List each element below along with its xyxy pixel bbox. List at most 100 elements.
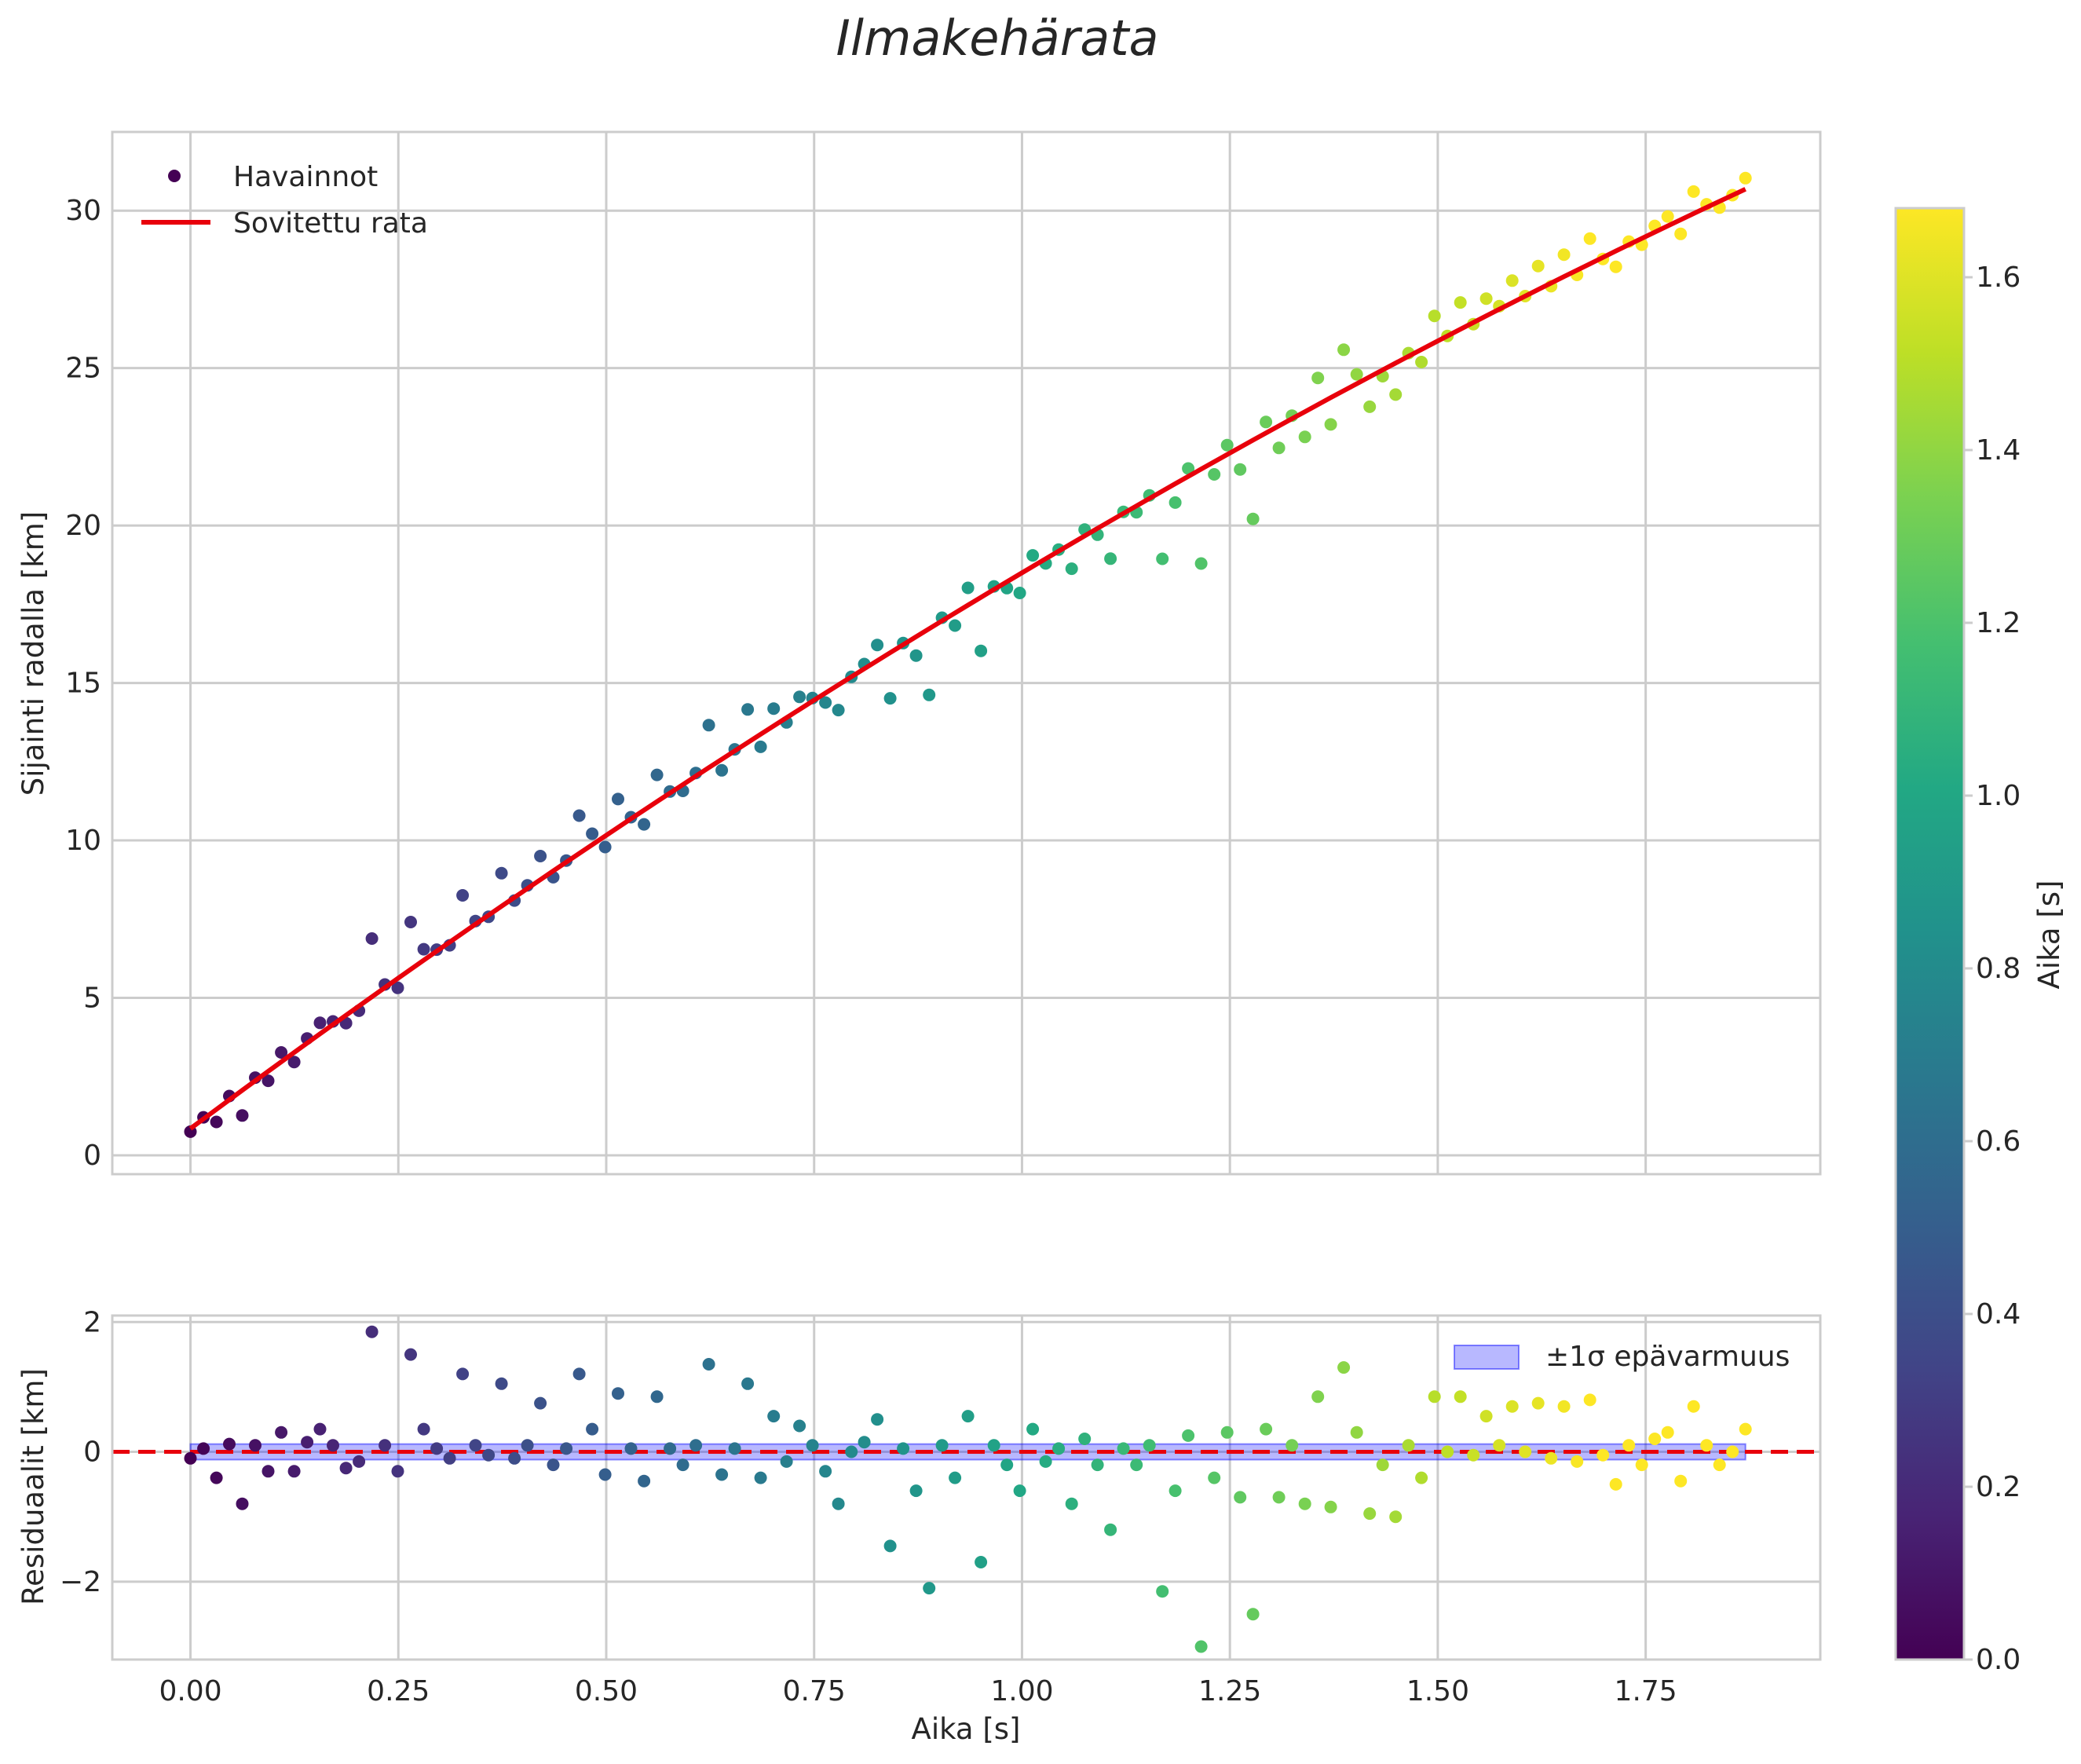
legend-marker-havainnot xyxy=(168,170,181,182)
main-point xyxy=(404,916,417,928)
residual-panel: −2 0 2 0.00 0.25 0.50 0.75 1.00 1.25 1.50 1.75 Re… xyxy=(16,1306,1822,1746)
main-point xyxy=(1739,171,1752,185)
residual-point xyxy=(1609,1477,1622,1491)
residual-point xyxy=(456,1367,470,1381)
main-fit-line xyxy=(188,187,1746,1131)
main-point xyxy=(391,981,404,994)
residual-point xyxy=(1467,1448,1480,1462)
main-point xyxy=(650,768,664,781)
main-y-tick-label: 5 xyxy=(83,982,101,1014)
x-tick-label: 0.75 xyxy=(783,1675,846,1707)
main-point xyxy=(456,889,470,902)
main-point xyxy=(598,840,612,854)
main-point xyxy=(495,866,508,880)
residual-point xyxy=(1350,1425,1363,1439)
main-point xyxy=(1479,292,1493,306)
main-point xyxy=(313,1016,327,1030)
residual-point xyxy=(275,1425,288,1439)
legend-label-sovitettu: Sovitettu rata xyxy=(233,207,428,240)
main-point xyxy=(1415,356,1428,368)
x-tick-label: 1.50 xyxy=(1406,1675,1469,1707)
legend-label-havainnot: Havainnot xyxy=(233,161,378,193)
residual-point xyxy=(1596,1448,1610,1462)
residual-point xyxy=(1026,1422,1040,1436)
res-y-tick-label: 0 xyxy=(83,1436,101,1469)
residual-point xyxy=(1052,1442,1066,1455)
x-tick-label: 0.00 xyxy=(159,1675,221,1707)
main-y-tick-label: 20 xyxy=(65,510,101,542)
residual-point xyxy=(1531,1396,1545,1410)
residual-point xyxy=(702,1358,715,1371)
colorbar-tick-label: 1.6 xyxy=(1976,262,2021,294)
main-point xyxy=(1428,309,1441,323)
main-point xyxy=(1013,587,1026,599)
colorbar-ticks: 0.0 0.2 0.4 0.6 0.8 1.0 1.2 1.4 1.6 xyxy=(1964,262,2021,1676)
residual-point xyxy=(1298,1497,1311,1510)
x-tick-label: 1.25 xyxy=(1198,1675,1261,1707)
residual-point xyxy=(806,1439,819,1452)
main-point xyxy=(1182,462,1195,475)
main-point xyxy=(949,619,962,632)
main-point xyxy=(975,644,988,657)
residual-point xyxy=(715,1468,729,1481)
x-tick-label: 0.25 xyxy=(367,1675,430,1707)
residual-x-ticks: 0.00 0.25 0.50 0.75 1.00 1.25 1.50 1.75 xyxy=(159,1675,1677,1707)
residual-point xyxy=(897,1442,910,1455)
residual-point xyxy=(1208,1471,1221,1484)
residual-point xyxy=(379,1439,392,1452)
main-point xyxy=(1674,227,1688,240)
residual-point xyxy=(1260,1422,1273,1436)
residual-point xyxy=(495,1377,508,1390)
colorbar-gradient xyxy=(1896,208,1964,1660)
x-tick-label: 0.50 xyxy=(575,1675,638,1707)
residual-point xyxy=(612,1387,624,1400)
residual-point xyxy=(1234,1491,1247,1504)
residual-scatter xyxy=(184,1325,1752,1653)
residual-point xyxy=(586,1422,599,1436)
main-point xyxy=(534,850,547,862)
residual-point xyxy=(923,1582,936,1595)
residual-point xyxy=(197,1442,210,1455)
main-point xyxy=(1363,400,1377,413)
residual-point xyxy=(1415,1471,1428,1484)
main-point xyxy=(236,1109,249,1122)
main-point xyxy=(1661,210,1674,223)
residual-point xyxy=(391,1465,404,1478)
residual-point xyxy=(1389,1510,1403,1524)
main-point xyxy=(1687,185,1700,198)
residual-point xyxy=(832,1497,845,1510)
main-point xyxy=(1337,343,1351,357)
main-point xyxy=(261,1074,275,1088)
residual-point xyxy=(598,1468,612,1481)
residual-point xyxy=(534,1396,547,1410)
residual-point xyxy=(935,1439,949,1452)
residual-point xyxy=(1324,1500,1337,1513)
x-tick-label: 1.00 xyxy=(990,1675,1053,1707)
main-point xyxy=(417,942,430,956)
main-panel: 0 5 10 15 20 25 30 Sijainti radalla [km] Havai… xyxy=(16,130,1822,1176)
residual-point xyxy=(1454,1390,1467,1404)
main-point xyxy=(287,1056,301,1069)
residual-point xyxy=(1674,1474,1688,1488)
residual-point xyxy=(1337,1361,1351,1374)
residual-point xyxy=(961,1410,975,1423)
residual-point xyxy=(987,1439,1000,1452)
main-point xyxy=(1169,496,1182,509)
residual-y-label: Residuaalit [km] xyxy=(16,1368,50,1605)
colorbar-tick-label: 0.0 xyxy=(1976,1644,2021,1676)
residual-point xyxy=(339,1462,353,1475)
residual-point xyxy=(1376,1458,1389,1472)
main-point xyxy=(586,827,599,840)
residual-point xyxy=(1622,1439,1636,1452)
residual-point xyxy=(1493,1439,1506,1452)
main-point xyxy=(1557,248,1571,262)
residual-point xyxy=(1583,1393,1596,1407)
main-point xyxy=(832,704,845,717)
main-point xyxy=(741,703,755,716)
residual-point xyxy=(301,1436,314,1449)
colorbar: 0.0 0.2 0.4 0.6 0.8 1.0 1.2 1.4 1.6 Aika [s] xyxy=(1894,207,2066,1676)
residual-point xyxy=(1286,1439,1299,1452)
legend-band-swatch xyxy=(1454,1345,1520,1370)
residual-point xyxy=(1272,1491,1286,1504)
main-y-tick-label: 25 xyxy=(65,353,101,385)
